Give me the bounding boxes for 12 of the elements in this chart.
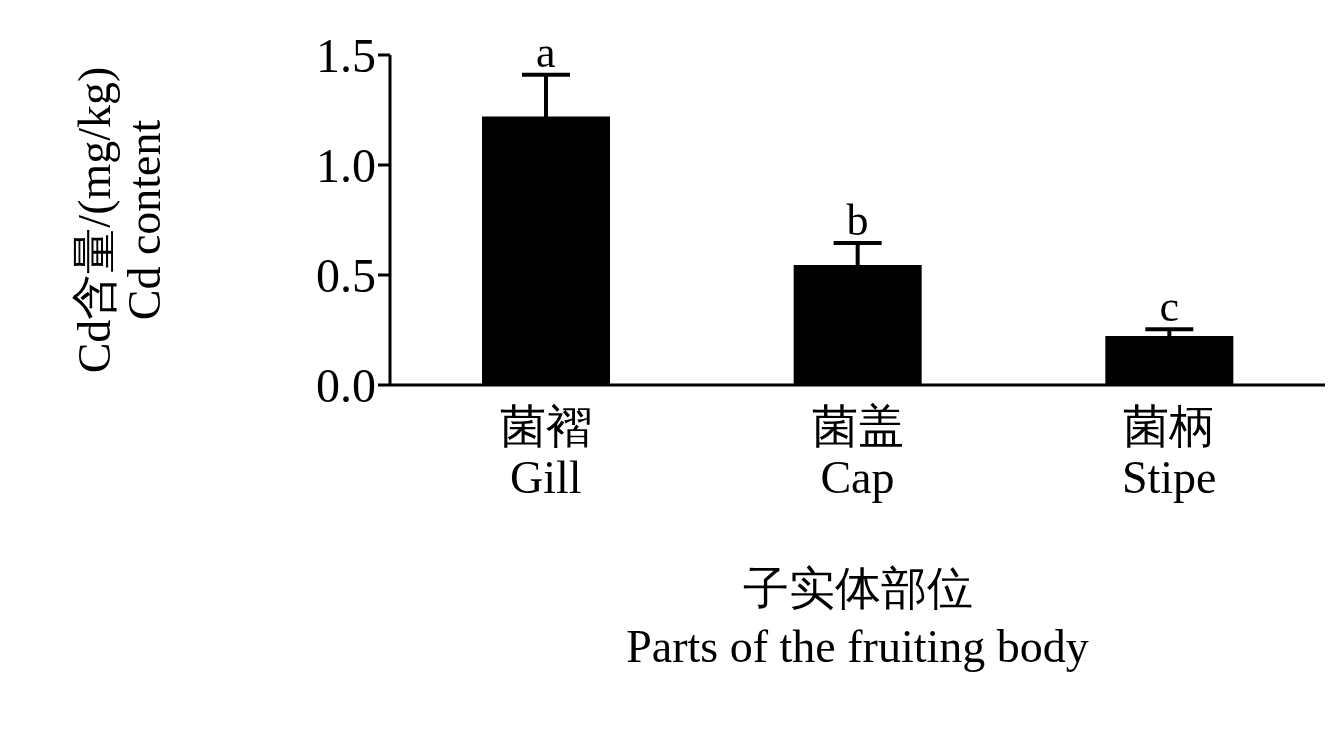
x-axis-title: 子实体部位 Parts of the fruiting body [625, 562, 1090, 674]
x-tick-label: 菌褶 Gill [499, 401, 592, 503]
y-tick-label: 0.5 [316, 249, 376, 303]
annotation: a [536, 27, 556, 77]
y-tick-label: 0.0 [316, 359, 376, 413]
y-axis-title: Cd含量/(mg/kg) Cd content [69, 66, 170, 374]
x-tick-label: 菌柄 Stipe [1121, 401, 1217, 503]
y-tick-label: 1.5 [316, 29, 376, 83]
annotation: b [846, 196, 869, 246]
x-tick-label: 菌盖 Cap [811, 401, 904, 503]
y-tick-label: 1.0 [316, 139, 376, 193]
annotation: c [1159, 282, 1179, 332]
